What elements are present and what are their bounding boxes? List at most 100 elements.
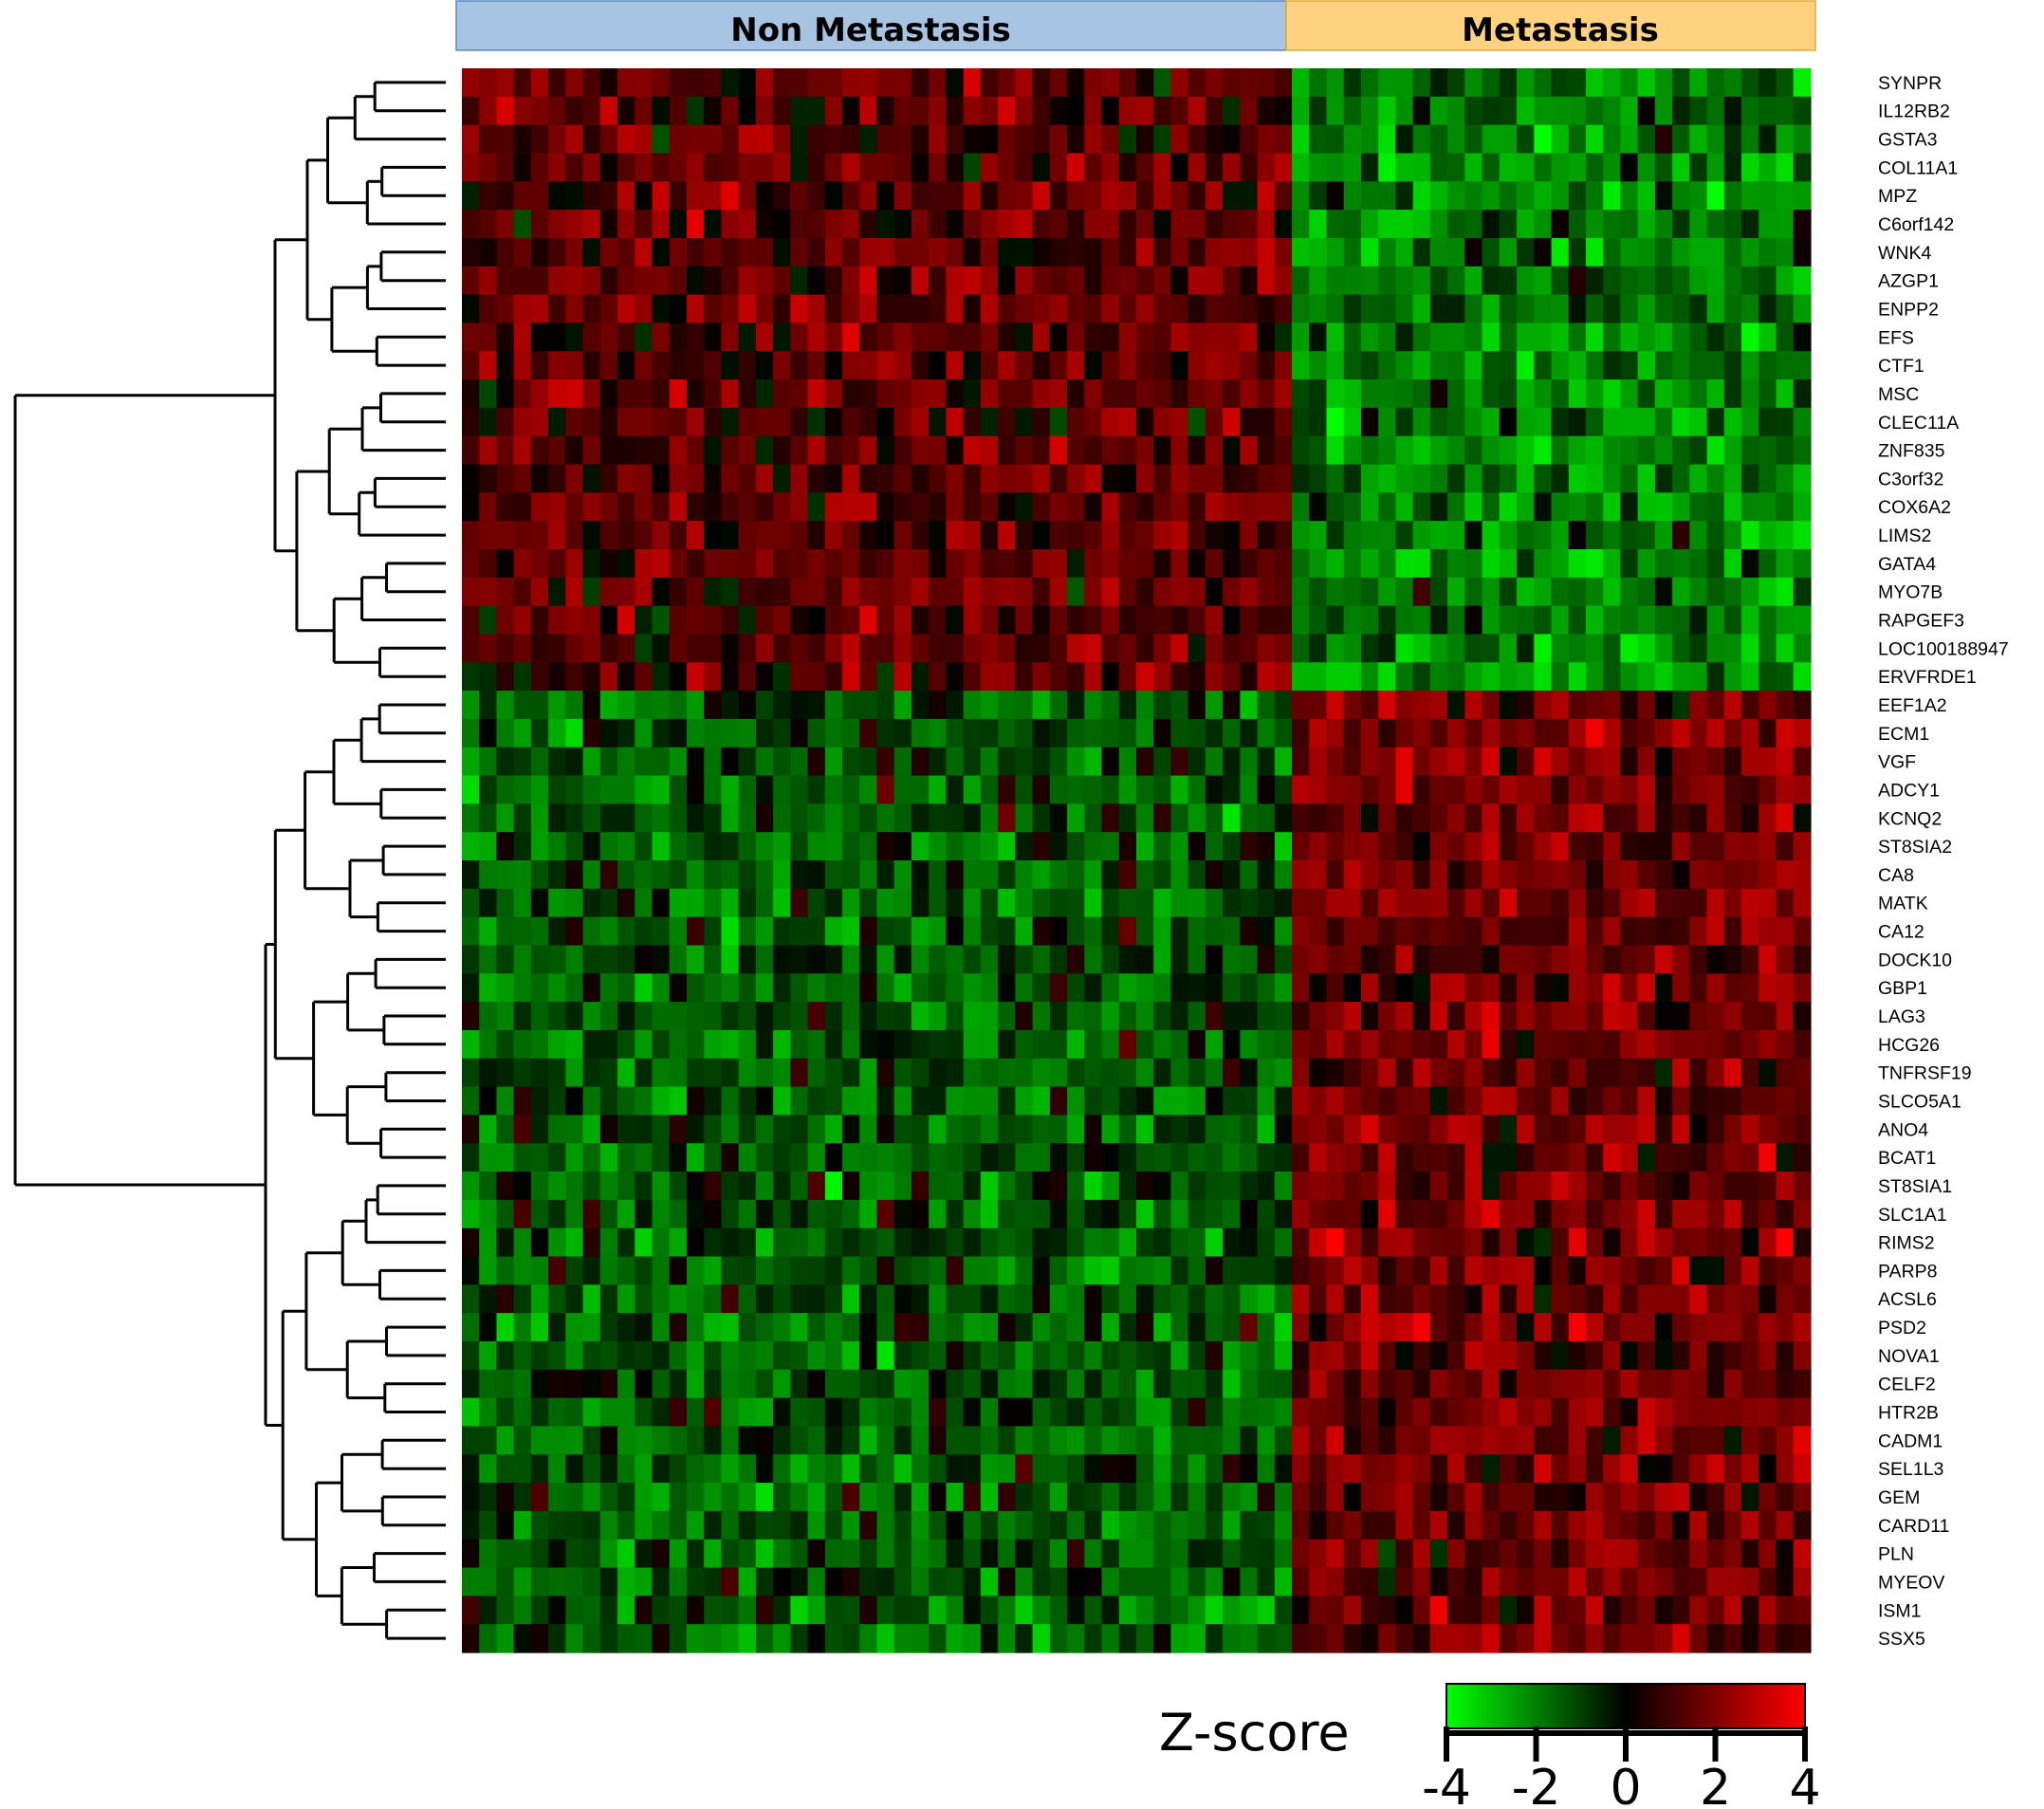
gene-label-ca8: CA8: [1878, 865, 1914, 886]
heatmap-cell: [1361, 860, 1379, 890]
heatmap-cell: [912, 351, 930, 380]
heatmap-cell: [980, 323, 999, 352]
heatmap-cell: [669, 266, 688, 296]
heatmap-cell: [1759, 803, 1777, 833]
heatmap-cell: [1395, 1143, 1414, 1172]
heatmap-cell: [1257, 1172, 1276, 1201]
heatmap-cell: [1672, 1510, 1690, 1541]
heatmap-cell: [1654, 1115, 1673, 1144]
heatmap-cell: [1741, 945, 1759, 974]
heatmap-cell: [635, 832, 654, 861]
heatmap-cell: [1084, 718, 1103, 748]
heatmap-cell: [824, 916, 843, 947]
heatmap-cell: [1412, 1199, 1431, 1229]
heatmap-cell: [1793, 68, 1812, 98]
heatmap-cell: [1412, 1058, 1431, 1088]
heatmap-cell: [1257, 464, 1276, 493]
heatmap-cell: [1482, 747, 1501, 777]
heatmap-cell: [1603, 1143, 1622, 1172]
heatmap-cell: [530, 1058, 549, 1088]
heatmap-cell: [1257, 1426, 1276, 1455]
heatmap-cell: [1412, 153, 1431, 182]
heatmap-cell: [617, 1596, 635, 1625]
heatmap-cell: [1689, 210, 1708, 239]
heatmap-cell: [1084, 1256, 1103, 1285]
heatmap-cell: [704, 1199, 723, 1229]
heatmap-cell: [1223, 1172, 1241, 1201]
heatmap-cell: [479, 1313, 498, 1342]
heatmap-cell: [755, 379, 774, 409]
heatmap-cell: [1240, 379, 1259, 409]
heatmap-cell: [1499, 662, 1518, 692]
heatmap-cell: [1361, 1426, 1379, 1455]
heatmap-cell: [1517, 1567, 1535, 1597]
heatmap-cell: [1412, 1313, 1431, 1342]
heatmap-cell: [893, 1313, 912, 1342]
heatmap-cell: [704, 1284, 723, 1314]
heatmap-cell: [946, 1115, 965, 1144]
gene-label-hcg26: HCG26: [1878, 1035, 1940, 1056]
heatmap-cell: [946, 775, 965, 804]
heatmap-cell: [1568, 124, 1587, 155]
heatmap-cell: [669, 973, 688, 1003]
heatmap-cell: [790, 237, 809, 268]
heatmap-cell: [1586, 1454, 1604, 1484]
heatmap-cell: [912, 577, 930, 607]
heatmap-cell: [1499, 1143, 1518, 1172]
heatmap-cell: [1309, 832, 1328, 861]
heatmap-cell: [1429, 718, 1448, 748]
heatmap-cell: [790, 1228, 809, 1258]
heatmap-cell: [912, 379, 930, 409]
heatmap-cell: [1240, 323, 1259, 352]
heatmap-cell: [876, 1539, 895, 1569]
heatmap-cell: [462, 1340, 480, 1371]
heatmap-cell: [1517, 1143, 1535, 1172]
heatmap-cell: [1482, 294, 1501, 323]
heatmap-cell: [599, 1510, 618, 1541]
heatmap-cell: [1084, 1284, 1103, 1314]
heatmap-cell: [929, 1567, 948, 1597]
heatmap-cell: [1067, 68, 1085, 98]
heatmap-cell: [565, 521, 584, 550]
heatmap-cell: [1568, 1539, 1587, 1569]
heatmap-cell: [876, 323, 895, 352]
heatmap-cell: [893, 1172, 912, 1201]
heatmap-cell: [1257, 351, 1276, 380]
heatmap-cell: [513, 888, 532, 918]
heatmap-cell: [773, 775, 791, 804]
heatmap-cell: [998, 662, 1016, 692]
heatmap-cell: [876, 1172, 895, 1201]
heatmap-cell: [842, 96, 860, 126]
heatmap-cell: [1170, 237, 1189, 268]
heatmap-cell: [1586, 691, 1604, 720]
heatmap-cell: [980, 832, 999, 861]
heatmap-cell: [1084, 1397, 1103, 1428]
heatmap-cell: [1032, 775, 1051, 804]
heatmap-cell: [1378, 973, 1397, 1003]
heatmap-cell: [652, 1539, 671, 1569]
heatmap-cell: [599, 1624, 618, 1653]
heatmap-cell: [773, 718, 791, 748]
heatmap-cell: [669, 1624, 688, 1653]
heatmap-cell: [1274, 351, 1293, 380]
heatmap-cell: [1136, 323, 1154, 352]
heatmap-cell: [669, 832, 688, 861]
heatmap-cell: [1447, 775, 1465, 804]
heatmap-cell: [1412, 237, 1431, 268]
heatmap-cell: [1257, 1454, 1276, 1484]
heatmap-cell: [582, 605, 601, 636]
heatmap-cell: [1101, 605, 1120, 636]
heatmap-cell: [1464, 832, 1483, 861]
heatmap-cell: [1343, 1086, 1362, 1116]
heatmap-cell: [1723, 662, 1742, 692]
heatmap-cell: [1188, 1029, 1206, 1060]
heatmap-cell: [1586, 237, 1604, 268]
heatmap-cell: [893, 1567, 912, 1597]
heatmap-cell: [1188, 1483, 1206, 1512]
heatmap-cell: [1551, 1172, 1570, 1201]
heatmap-cell: [1517, 1397, 1535, 1428]
heatmap-cell: [1170, 718, 1189, 748]
heatmap-cell: [876, 1426, 895, 1455]
heatmap-cell: [513, 945, 532, 974]
heatmap-cell: [1136, 1284, 1154, 1314]
